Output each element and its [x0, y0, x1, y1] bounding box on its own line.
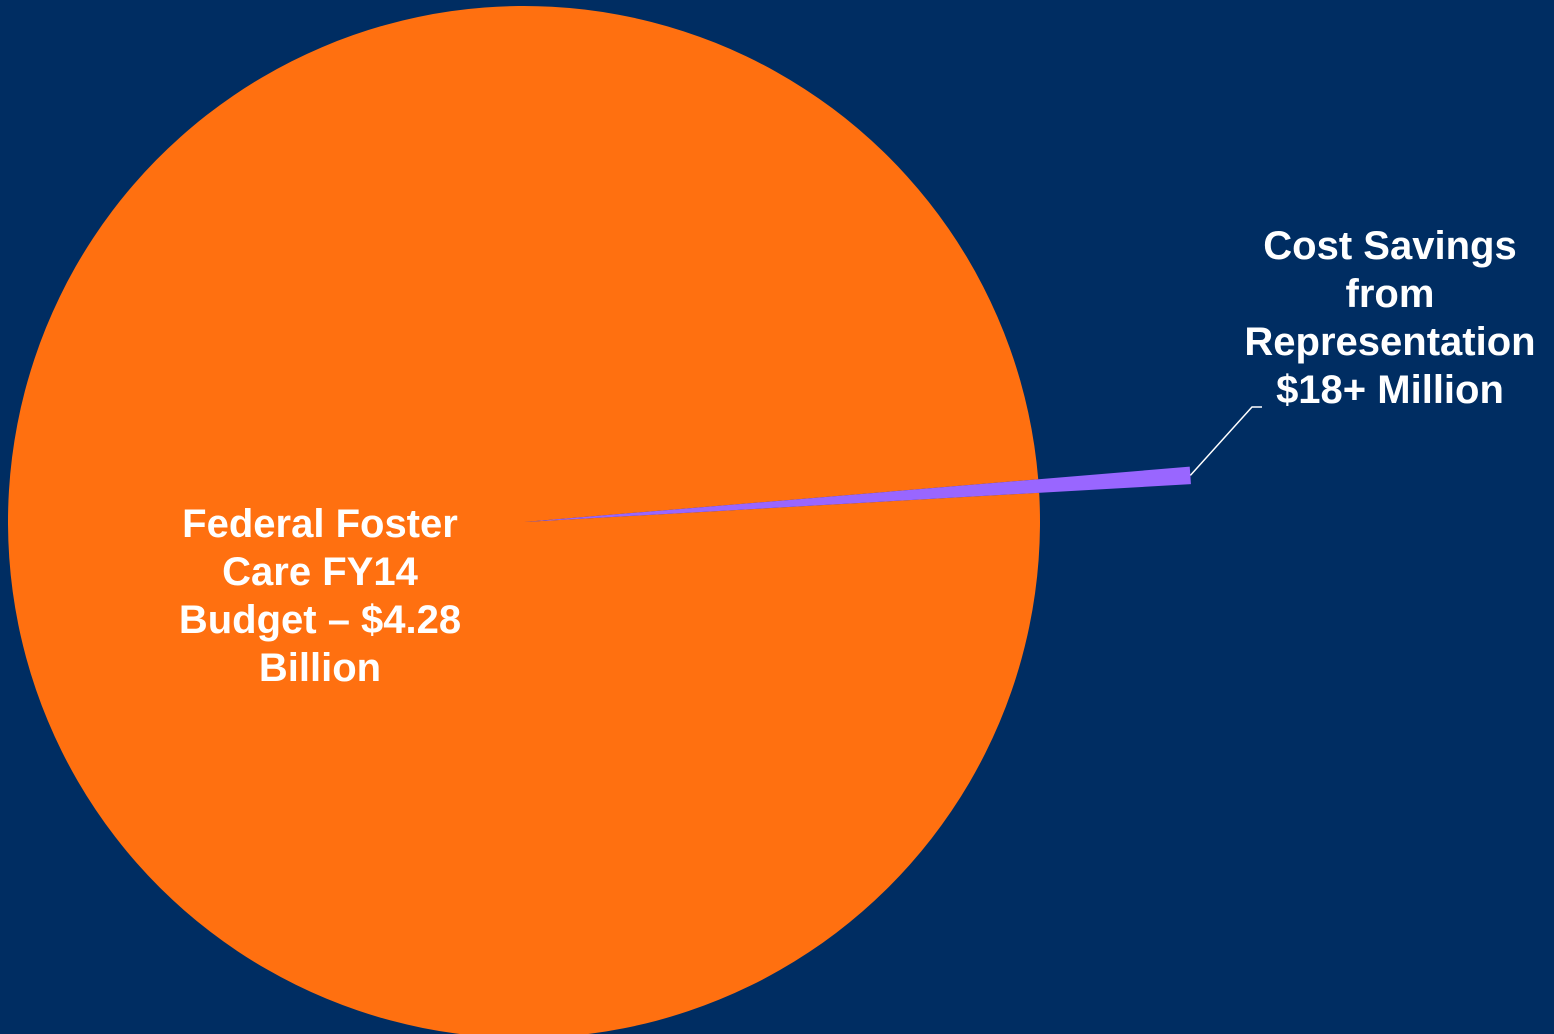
budget-label-line-1: Federal Foster [182, 502, 458, 546]
budget-label-line-2: Care FY14 [222, 550, 418, 594]
savings-slice-label: Cost Savings from Representation $18+ Mi… [1225, 222, 1554, 414]
savings-label-line-3: Representation [1244, 320, 1536, 364]
budget-slice-label: Federal Foster Care FY14 Budget – $4.28 … [120, 500, 520, 692]
savings-label-line-1: Cost Savings [1263, 224, 1517, 268]
savings-label-line-4: $18+ Million [1276, 368, 1504, 412]
budget-label-line-4: Billion [258, 646, 382, 690]
savings-label-line-2: from [1345, 272, 1435, 316]
budget-label-line-3: Budget – $4.28 [178, 598, 462, 642]
savings-leader-line [1189, 406, 1262, 476]
pie-slice-federal-foster-care-budget [8, 6, 1040, 1034]
pie-slice-cost-savings [524, 466, 1191, 522]
